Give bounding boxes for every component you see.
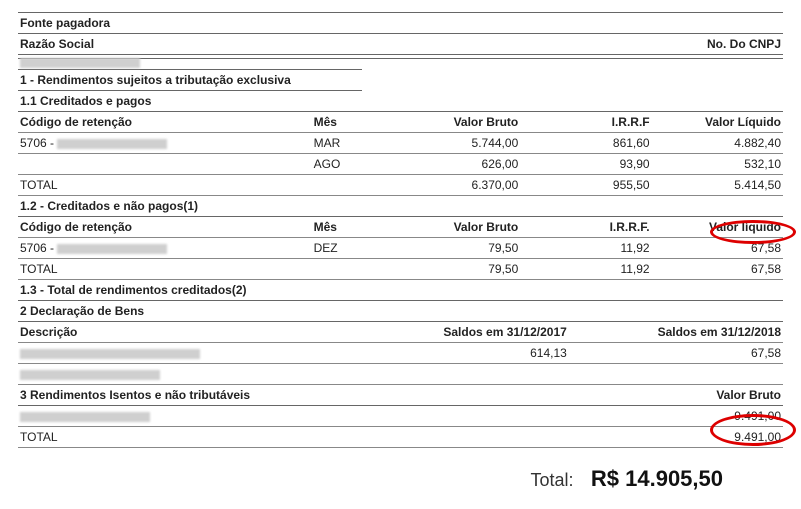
col-bruto: Valor Bruto [389, 112, 520, 133]
redacted-text [20, 412, 150, 422]
col-codigo: Código de retenção [18, 112, 312, 133]
table-header-row: Código de retenção Mês Valor Bruto I.R.R… [18, 217, 783, 238]
section2-title: 2 Declaração de Bens [18, 301, 783, 322]
table-row: AGO 626,00 93,90 532,10 [18, 154, 783, 175]
section3-title: 3 Rendimentos Isentos e não tributáveis [20, 388, 250, 402]
cell-total-liquido: 5.414,50 [652, 175, 783, 196]
cell-total-irrf: 955,50 [520, 175, 651, 196]
cell-codigo [18, 154, 312, 175]
cell-mes: MAR [312, 133, 389, 154]
col-bruto: Valor Bruto [389, 217, 520, 238]
cell-saldo2017: 614,13 [362, 343, 569, 364]
col-liquido: Valor líquido [652, 217, 783, 238]
col-mes: Mês [312, 112, 389, 133]
cell-saldo2018: 67,58 [569, 343, 783, 364]
table-11: Código de retenção Mês Valor Bruto I.R.R… [18, 112, 783, 196]
cell-total-label: TOTAL [18, 175, 312, 196]
table-3: 9.491,00 TOTAL 9.491,00 [18, 406, 783, 448]
col-descricao: Descrição [18, 322, 362, 343]
grand-total-row: Total: R$ 14.905,50 [18, 466, 783, 492]
cell-bruto: 79,50 [389, 238, 520, 259]
section3-title-row: 3 Rendimentos Isentos e não tributáveis … [18, 385, 783, 406]
col-irrf: I.R.R.F. [520, 217, 651, 238]
table-row: 5706 - MAR 5.744,00 861,60 4.882,40 [18, 133, 783, 154]
section1-title: 1 - Rendimentos sujeitos a tributação ex… [18, 69, 362, 91]
table-total-row: TOTAL 6.370,00 955,50 5.414,50 [18, 175, 783, 196]
redacted-razao [20, 58, 140, 68]
table-total-row: TOTAL 79,50 11,92 67,58 [18, 259, 783, 280]
cell-irrf: 861,60 [520, 133, 651, 154]
cell-total-irrf: 11,92 [520, 259, 651, 280]
cell-bruto: 626,00 [389, 154, 520, 175]
col-irrf: I.R.R.F [520, 112, 651, 133]
cell-mes: AGO [312, 154, 389, 175]
section12-title: 1.2 - Creditados e não pagos(1) [18, 196, 783, 217]
cell-irrf: 11,92 [520, 238, 651, 259]
col-saldo2018: Saldos em 31/12/2018 [569, 322, 783, 343]
cell-liquido: 532,10 [652, 154, 783, 175]
cnpj-label: No. Do CNPJ [707, 37, 781, 51]
table-row: 614,13 67,58 [18, 343, 783, 364]
codigo-prefix: 5706 - [20, 241, 54, 255]
cell-desc [18, 406, 630, 427]
table-row [18, 364, 783, 385]
table-row: 5706 - DEZ 79,50 11,92 67,58 [18, 238, 783, 259]
cell-bruto: 9.491,00 [630, 406, 783, 427]
cell-descricao [18, 364, 362, 385]
col-saldo2017: Saldos em 31/12/2017 [362, 322, 569, 343]
razao-social-label: Razão Social [20, 37, 94, 51]
grand-total-value: R$ 14.905,50 [591, 466, 723, 491]
cell-total-bruto: 79,50 [389, 259, 520, 280]
cell-bruto: 5.744,00 [389, 133, 520, 154]
cell-total-label: TOTAL [18, 259, 312, 280]
cell-codigo: 5706 - [18, 133, 312, 154]
col-liquido: Valor Líquido [652, 112, 783, 133]
section13-title: 1.3 - Total de rendimentos creditados(2) [18, 280, 783, 301]
cell-total-bruto: 6.370,00 [389, 175, 520, 196]
table-2: Descrição Saldos em 31/12/2017 Saldos em… [18, 322, 783, 385]
codigo-prefix: 5706 - [20, 136, 54, 150]
cell-descricao [18, 343, 362, 364]
redacted-text [57, 139, 167, 149]
redacted-text [20, 370, 160, 380]
section11-title: 1.1 Creditados e pagos [18, 91, 783, 112]
redacted-text [57, 244, 167, 254]
redacted-text [20, 349, 200, 359]
table-12: Código de retenção Mês Valor Bruto I.R.R… [18, 217, 783, 280]
fonte-pagadora-label: Fonte pagadora [20, 16, 110, 30]
cell-total-label: TOTAL [18, 427, 630, 448]
cell-liquido: 67,58 [652, 238, 783, 259]
table-total-row: TOTAL 9.491,00 [18, 427, 783, 448]
document-wrap: Fonte pagadora Razão Social No. Do CNPJ … [18, 12, 783, 492]
col-codigo: Código de retenção [18, 217, 312, 238]
grand-total-label: Total: [531, 470, 574, 490]
cell-codigo: 5706 - [18, 238, 312, 259]
cell-liquido: 4.882,40 [652, 133, 783, 154]
col-mes: Mês [312, 217, 389, 238]
table-row: 9.491,00 [18, 406, 783, 427]
section3-col-bruto: Valor Bruto [716, 388, 781, 402]
table-header-row: Descrição Saldos em 31/12/2017 Saldos em… [18, 322, 783, 343]
razao-social-row: Razão Social No. Do CNPJ [18, 34, 783, 55]
cell-total-liquido: 67,58 [652, 259, 783, 280]
cell-mes: DEZ [312, 238, 389, 259]
fonte-pagadora-row: Fonte pagadora [18, 12, 783, 34]
table-header-row: Código de retenção Mês Valor Bruto I.R.R… [18, 112, 783, 133]
cell-total-bruto: 9.491,00 [630, 427, 783, 448]
cell-irrf: 93,90 [520, 154, 651, 175]
